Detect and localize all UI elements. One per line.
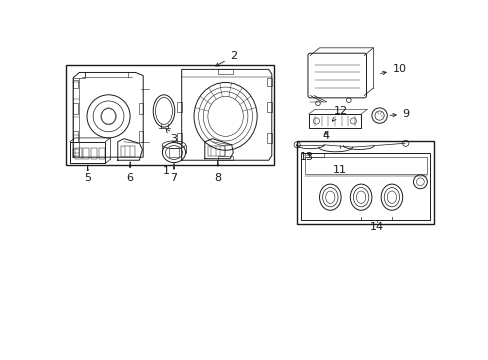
Bar [70, 142, 105, 163]
Bar [218, 156, 233, 160]
Bar [73, 80, 78, 88]
Bar [83, 148, 89, 159]
Text: 11: 11 [332, 165, 346, 175]
Text: 14: 14 [369, 222, 383, 232]
Bar [73, 131, 78, 142]
FancyArrow shape [217, 160, 218, 166]
Text: 10: 10 [380, 64, 406, 75]
Text: 5: 5 [84, 173, 91, 183]
Bar [218, 69, 233, 74]
Bar [91, 148, 97, 159]
Bar [138, 131, 143, 142]
Bar [121, 147, 135, 157]
Bar [177, 132, 182, 143]
Bar [66, 65, 274, 165]
Bar [305, 157, 426, 174]
Bar [73, 103, 78, 114]
Bar [308, 114, 360, 128]
Text: 9: 9 [389, 109, 409, 119]
Bar [301, 153, 429, 220]
Text: 2: 2 [215, 51, 236, 66]
Bar [169, 148, 178, 157]
Text: 7: 7 [170, 173, 177, 183]
Bar [266, 132, 271, 143]
Bar [138, 103, 143, 114]
Text: 13: 13 [300, 152, 314, 162]
Bar [73, 149, 79, 156]
Text: 4: 4 [322, 131, 328, 141]
Text: 1: 1 [163, 166, 169, 176]
Bar [207, 147, 224, 156]
FancyArrow shape [129, 162, 131, 168]
Text: 8: 8 [214, 173, 221, 183]
Bar [177, 102, 182, 112]
FancyArrow shape [173, 163, 174, 170]
FancyArrow shape [87, 165, 88, 171]
Bar [99, 148, 104, 159]
Bar [75, 148, 81, 159]
Text: 3: 3 [165, 129, 177, 144]
Bar [266, 102, 271, 112]
Bar [305, 153, 324, 157]
Text: 12: 12 [332, 106, 347, 121]
Bar [266, 78, 271, 86]
Text: 6: 6 [126, 173, 133, 183]
Bar [297, 141, 433, 224]
